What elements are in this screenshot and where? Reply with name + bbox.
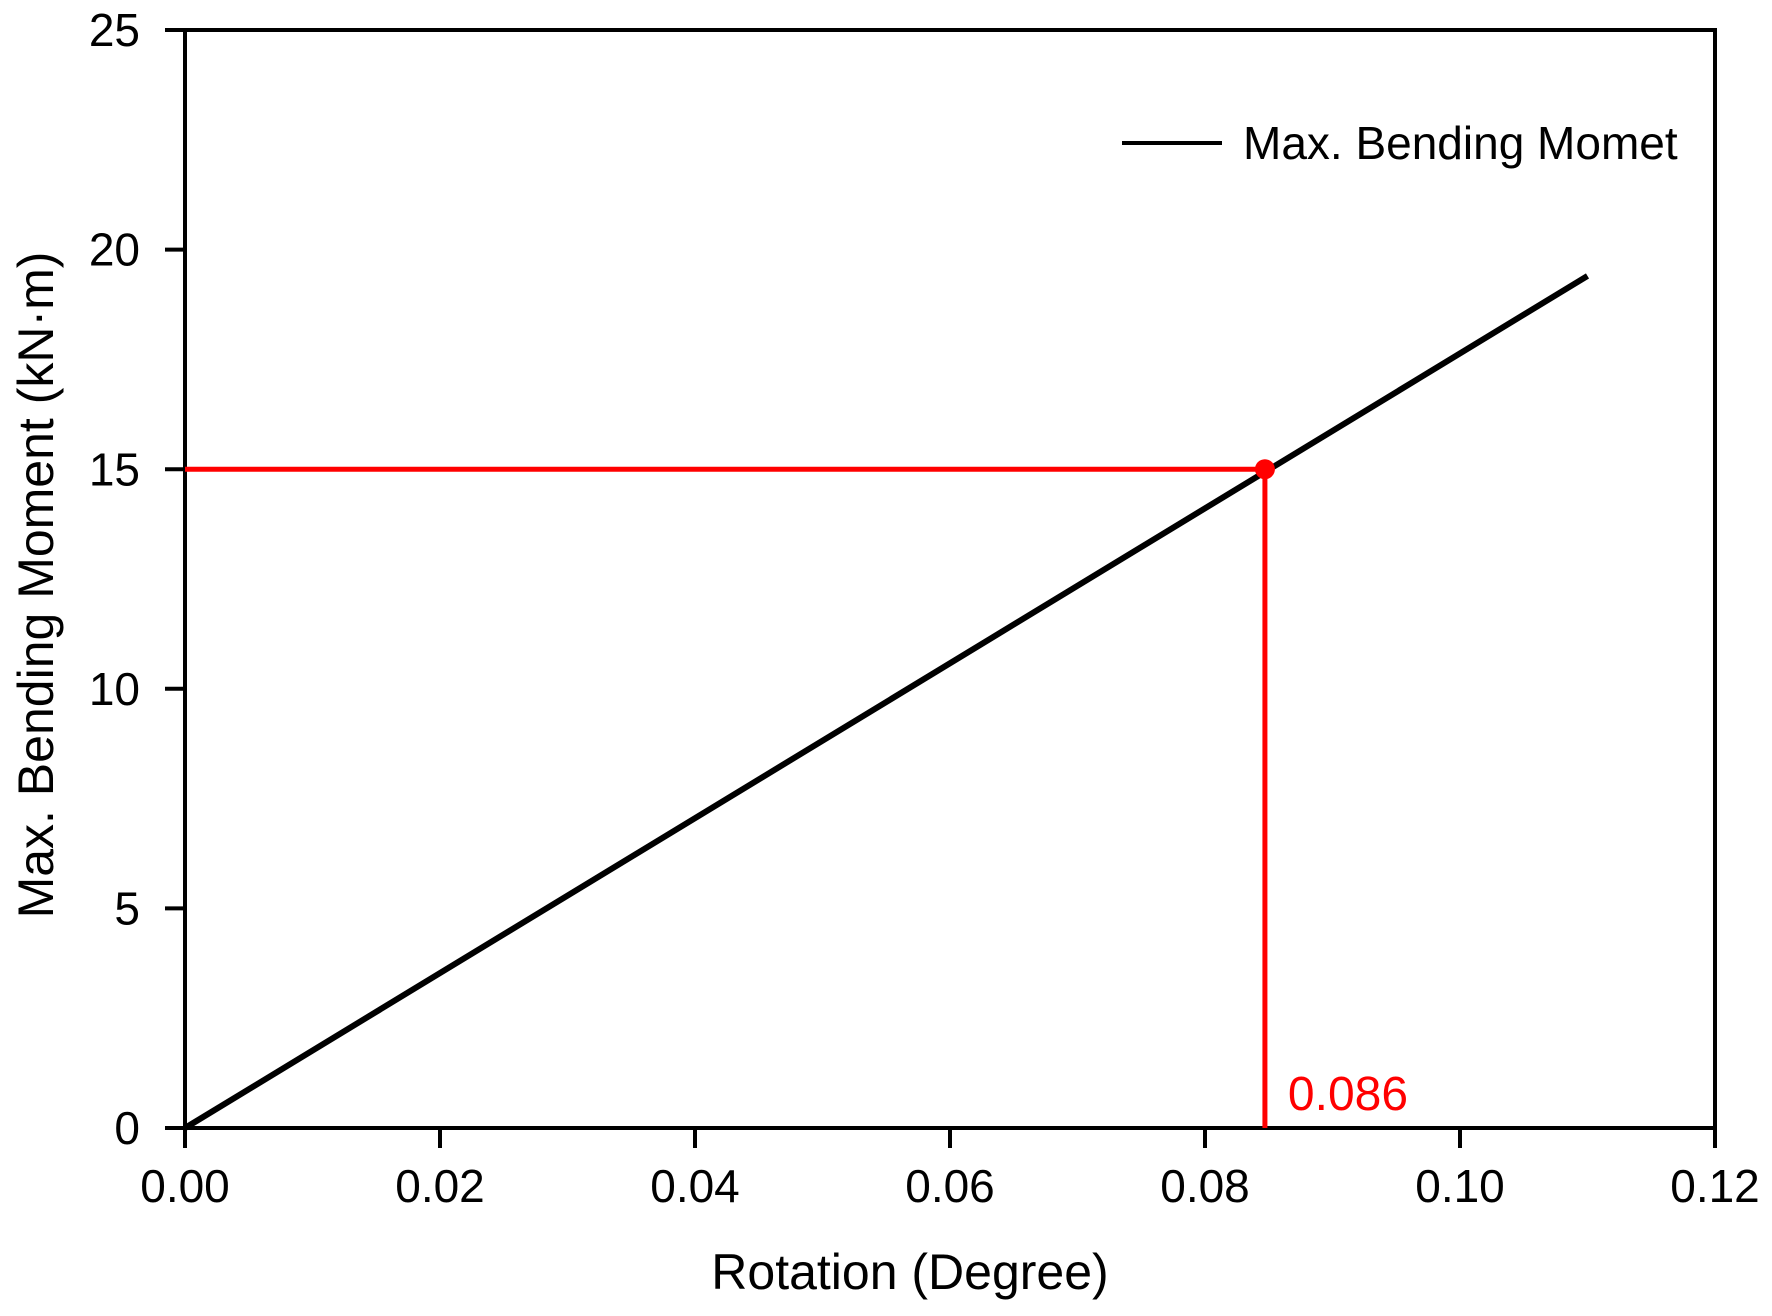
y-tick-label: 25 [89, 4, 140, 56]
x-tick-label: 0.08 [1160, 1160, 1250, 1212]
y-tick-label: 15 [89, 443, 140, 495]
legend-label: Max. Bending Momet [1243, 117, 1678, 169]
data-line [183, 273, 1590, 1131]
data-point-marker [1254, 459, 1275, 480]
x-axis-title: Rotation (Degree) [711, 1244, 1109, 1300]
plot-border [183, 28, 1717, 1130]
y-tick-label: 0 [114, 1102, 140, 1154]
x-tick-label: 0.00 [140, 1160, 230, 1212]
y-tick-label: 20 [89, 224, 140, 276]
y-axis-title: Max. Bending Moment (kN·m) [8, 251, 64, 919]
annotation-value-label: 0.086 [1287, 1068, 1409, 1121]
y-tick-label: 10 [89, 663, 140, 715]
y-tick-label: 5 [114, 883, 140, 935]
legend-line-swatch [1122, 141, 1222, 145]
x-tick-label: 0.12 [1670, 1160, 1760, 1212]
legend: Max. Bending Momet [1122, 120, 1678, 166]
x-tick-label: 0.06 [905, 1160, 995, 1212]
x-tick-label: 0.02 [395, 1160, 485, 1212]
x-tick-label: 0.10 [1415, 1160, 1505, 1212]
x-tick-label: 0.04 [650, 1160, 740, 1212]
